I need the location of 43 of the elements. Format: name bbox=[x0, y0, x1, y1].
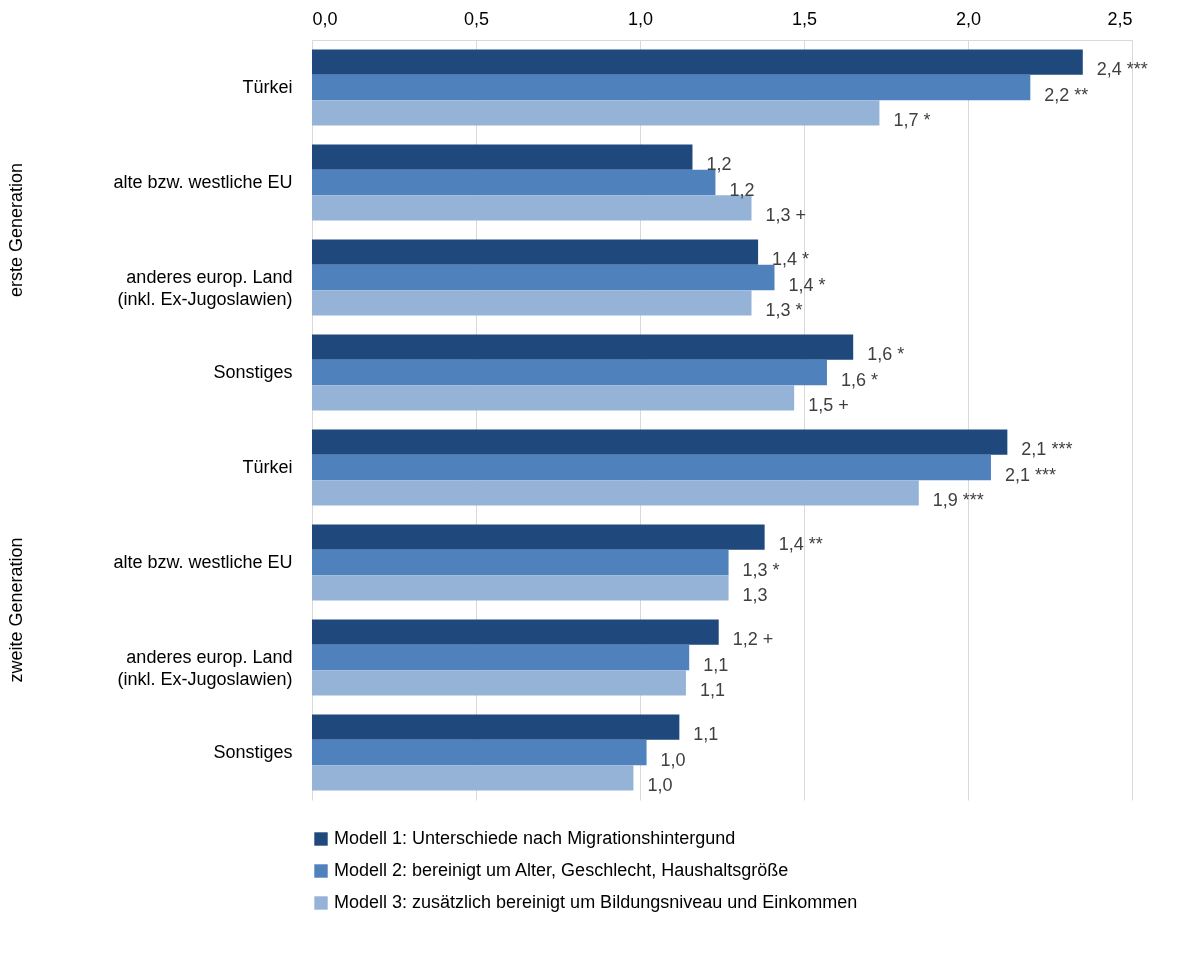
text: zweite Generation bbox=[6, 537, 26, 683]
y-tick-label: Sonstiges bbox=[213, 361, 293, 382]
data-label: 1,6 * bbox=[867, 344, 905, 365]
data-label: 1,4 ** bbox=[778, 534, 823, 555]
data-label: 1,3 + bbox=[765, 204, 807, 225]
x-tick-label: 2,5 bbox=[1107, 8, 1133, 29]
y-tick-label: Sonstiges bbox=[213, 741, 293, 762]
data-label: 1,9 *** bbox=[932, 489, 984, 510]
y-tick-label: anderes europ. Land (inkl. Ex-Jugoslawien) bbox=[117, 266, 293, 309]
legend-label: Modell 1: Unterschiede nach Migrationshintergund bbox=[334, 828, 736, 848]
x-tick-label: 0,5 bbox=[463, 8, 490, 29]
data-label: 1,4 * bbox=[788, 274, 826, 295]
x-tick-label: 2,0 bbox=[955, 8, 982, 29]
data-label: 1,2 bbox=[729, 179, 755, 200]
data-label: 1,3 * bbox=[742, 559, 780, 580]
data-label: 1,7 * bbox=[893, 109, 931, 130]
y-tick-label: alte bzw. westliche EU bbox=[113, 171, 293, 192]
data-label: 1,4 * bbox=[772, 249, 810, 270]
y-tick-label: anderes europ. Land (inkl. Ex-Jugoslawien) bbox=[117, 646, 293, 689]
data-label: 1,1 bbox=[693, 724, 719, 745]
data-label: 1,3 bbox=[742, 584, 768, 605]
y-tick-label: Türkei bbox=[242, 76, 293, 97]
y-tick-label: alte bzw. westliche EU bbox=[113, 551, 293, 572]
data-label: 1,6 * bbox=[840, 369, 878, 390]
data-label: 1,0 bbox=[660, 749, 686, 770]
data-label: 2,2 ** bbox=[1044, 84, 1089, 105]
data-label: 1,3 * bbox=[765, 299, 803, 320]
data-label: 1,1 bbox=[703, 654, 729, 675]
x-tick-label: 1,0 bbox=[627, 8, 654, 29]
data-label: 1,5 + bbox=[808, 394, 849, 415]
x-tick-label: 0,0 bbox=[312, 8, 338, 29]
x-tick-label: 1,5 bbox=[791, 8, 818, 29]
data-label: 2,4 *** bbox=[1096, 59, 1148, 80]
legend-label: Modell 2: bereinigt um Alter, Geschlecht, Haushaltsgröße bbox=[334, 860, 789, 880]
data-label: 2,1 *** bbox=[1004, 464, 1057, 485]
data-label: 1,0 bbox=[647, 774, 673, 795]
data-label: 2,1 *** bbox=[1021, 439, 1073, 460]
data-label: 1,2 + bbox=[732, 629, 774, 650]
data-label: 1,1 bbox=[699, 679, 725, 700]
legend-label: Modell 3: zusätzlich bereinigt um Bildungsniveau und Einkommen bbox=[334, 892, 858, 912]
text: erste Generation bbox=[6, 162, 26, 298]
data-label: 1,2 bbox=[706, 154, 732, 175]
y-tick-label: Türkei bbox=[242, 456, 293, 477]
